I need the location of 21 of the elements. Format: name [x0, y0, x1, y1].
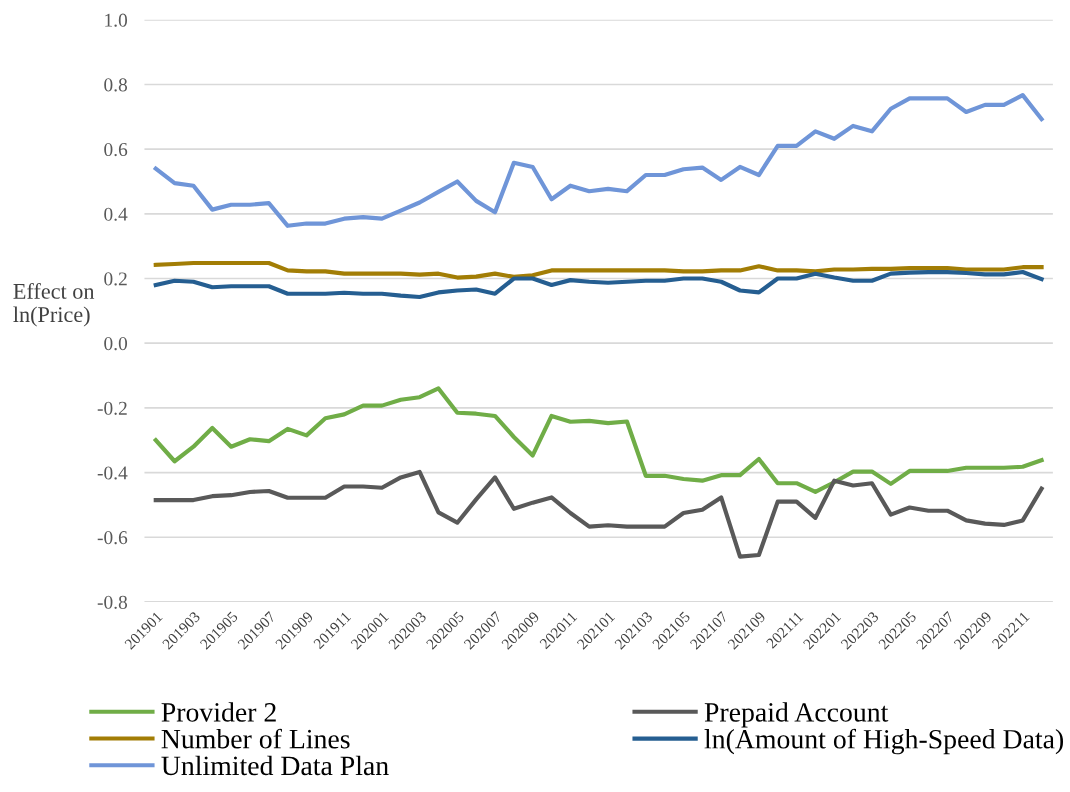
legend-label: ln(Amount of High-Speed Data) [704, 728, 1064, 755]
y-tick-label: 0.0 [104, 337, 128, 351]
y-tick-label: 0.4 [104, 207, 128, 221]
line-series [153, 260, 1044, 280]
y-tick-label: 1.0 [105, 13, 128, 27]
legend-label: Number of Lines [161, 728, 350, 749]
y-tick-label: -0.8 [97, 595, 128, 609]
line-series [153, 269, 1044, 300]
line-series [153, 93, 1044, 228]
y-tick-label: 0.6 [104, 142, 128, 157]
y-tick-label: 0.2 [104, 272, 127, 286]
y-tick-label: -0.6 [97, 531, 128, 545]
y-tick-label: 0.8 [104, 78, 128, 92]
legend-label: Provider 2 [161, 702, 276, 722]
legend-label: Prepaid Account [704, 702, 889, 728]
y-tick-label: -0.2 [97, 401, 127, 415]
legend-label: Unlimited Data Plan [161, 755, 389, 776]
line-series [153, 469, 1044, 559]
y-axis-title: Effect on ln(Price) [13, 283, 95, 327]
line-series [153, 386, 1044, 495]
y-tick-label: -0.4 [97, 466, 128, 480]
